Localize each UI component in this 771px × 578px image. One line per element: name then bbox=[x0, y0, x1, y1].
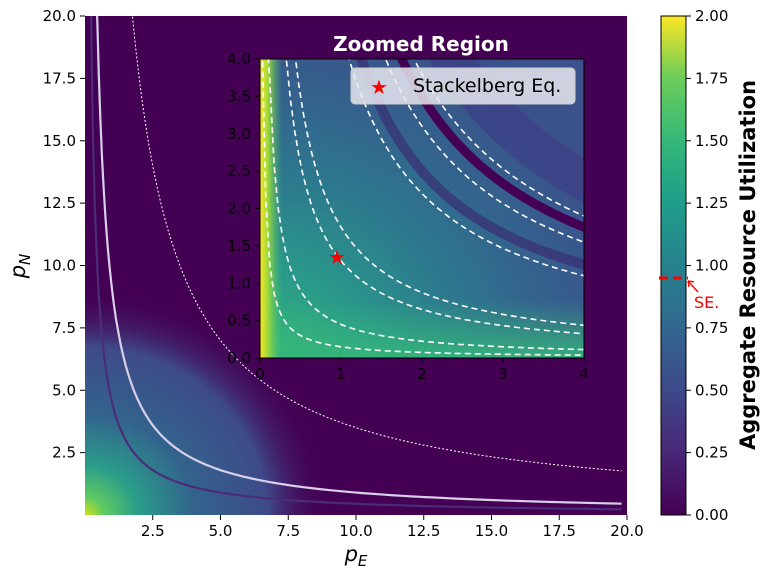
legend-label: Stackelberg Eq. bbox=[413, 75, 561, 97]
se-arrow-head bbox=[687, 280, 695, 288]
main-y-tick-label: 7.5 bbox=[52, 319, 76, 337]
zoom-y-tick-label: 0.0 bbox=[227, 349, 251, 367]
legend-marker: ★ bbox=[370, 75, 388, 99]
stackelberg-point: ★ bbox=[328, 245, 346, 269]
colorbar-tick-label: 0.75 bbox=[695, 319, 728, 337]
main-contour-line bbox=[131, 16, 622, 472]
se-marker-arrow bbox=[687, 280, 699, 293]
se-arrow-shaft bbox=[687, 280, 699, 293]
colorbar-tick-label: 1.50 bbox=[695, 132, 728, 150]
main-x-tick-label: 20.0 bbox=[610, 522, 643, 540]
main-y-tick-label: 12.5 bbox=[43, 194, 76, 212]
zoom-x-ticks: 0 1 2 3 4 bbox=[255, 358, 589, 383]
colorbar-tick-label: 2.00 bbox=[695, 7, 728, 25]
main-x-ticks: 2.5 5.0 7.5 10.0 12.5 15.0 17.5 20.0 bbox=[141, 515, 644, 540]
main-x-tick-label: 15.0 bbox=[475, 522, 508, 540]
main-y-tick-label: 15.0 bbox=[43, 132, 76, 150]
zoom-y-tick-label: 1.5 bbox=[227, 237, 251, 255]
legend-box bbox=[350, 67, 576, 105]
colorbar-tick-label: 1.75 bbox=[695, 69, 728, 87]
main-y-tick-label: 17.5 bbox=[43, 69, 76, 87]
zoom-y-tick-label: 3.5 bbox=[227, 87, 251, 105]
zoom-inset: 0 1 2 3 4 0.0 0.5 1.0 1.5 2.0 2.5 3.0 3.5 4.0 Zoomed… bbox=[227, 32, 589, 383]
zoom-x-tick-label: 2 bbox=[417, 365, 427, 383]
zoom-x-tick-label: 0 bbox=[255, 365, 265, 383]
main-y-axis-label: pN bbox=[6, 254, 34, 280]
zoom-contour-line bbox=[294, 59, 584, 327]
zoom-y-tick-label: 3.0 bbox=[227, 125, 251, 143]
zoom-y-tick-label: 2.5 bbox=[227, 162, 251, 180]
colorbar-tick-label: 0.25 bbox=[695, 444, 728, 462]
main-y-tick-label: 2.5 bbox=[52, 444, 76, 462]
zoom-y-tick-label: 0.5 bbox=[227, 312, 251, 330]
colorbar-ticks: 0.00 0.25 0.50 0.75 1.00 1.25 1.50 1.75 2.00 bbox=[686, 7, 728, 524]
main-contour-lines bbox=[89, 16, 622, 511]
zoom-x-tick-label: 3 bbox=[498, 365, 508, 383]
colorbar-tick-label: 0.00 bbox=[695, 506, 728, 524]
zoom-x-tick-label: 4 bbox=[579, 365, 589, 383]
colorbar-tick-label: 1.25 bbox=[695, 194, 728, 212]
main-contour-line bbox=[89, 16, 622, 511]
zoom-y-ticks: 0.0 0.5 1.0 1.5 2.0 2.5 3.0 3.5 4.0 bbox=[227, 50, 260, 367]
colorbar-label: Aggregate Resource Utilization bbox=[736, 80, 760, 450]
main-y-ticks: 2.5 5.0 7.5 10.0 12.5 15.0 17.5 20.0 bbox=[43, 7, 85, 462]
zoom-x-tick-label: 1 bbox=[336, 365, 346, 383]
se-marker-label: SE. bbox=[694, 293, 719, 312]
colorbar-tick-label: 0.50 bbox=[695, 381, 728, 399]
zoom-left-strip bbox=[260, 59, 282, 358]
zoom-contour-line bbox=[285, 59, 584, 335]
zoom-title: Zoomed Region bbox=[333, 32, 509, 56]
colorbar-tick-label: 1.00 bbox=[695, 257, 728, 275]
zoom-y-tick-label: 1.0 bbox=[227, 274, 251, 292]
main-x-tick-label: 2.5 bbox=[141, 522, 165, 540]
main-y-tick-label: 10.0 bbox=[43, 257, 76, 275]
zoom-y-tick-label: 2.0 bbox=[227, 200, 251, 218]
zoom-contour-line bbox=[348, 59, 584, 277]
main-contour-line bbox=[95, 16, 622, 505]
main-x-tick-label: 12.5 bbox=[407, 522, 440, 540]
zoom-contour-line bbox=[261, 59, 584, 356]
main-x-tick-label: 7.5 bbox=[276, 522, 300, 540]
main-y-tick-label: 20.0 bbox=[43, 7, 76, 25]
colorbar-gradient bbox=[660, 15, 687, 516]
main-x-tick-label: 10.0 bbox=[339, 522, 372, 540]
legend: ★ Stackelberg Eq. bbox=[350, 67, 576, 105]
zoom-contour-line bbox=[384, 59, 584, 244]
zoom-contour-line bbox=[267, 59, 584, 351]
zoom-y-tick-label: 4.0 bbox=[227, 50, 251, 68]
main-y-tick-label: 5.0 bbox=[52, 381, 76, 399]
colorbar: 0.00 0.25 0.50 0.75 1.00 1.25 1.50 1.75 2.00 SE.… bbox=[659, 7, 760, 524]
main-x-axis-label: pE bbox=[344, 542, 368, 570]
main-x-tick-label: 17.5 bbox=[543, 522, 576, 540]
main-x-tick-label: 5.0 bbox=[209, 522, 233, 540]
